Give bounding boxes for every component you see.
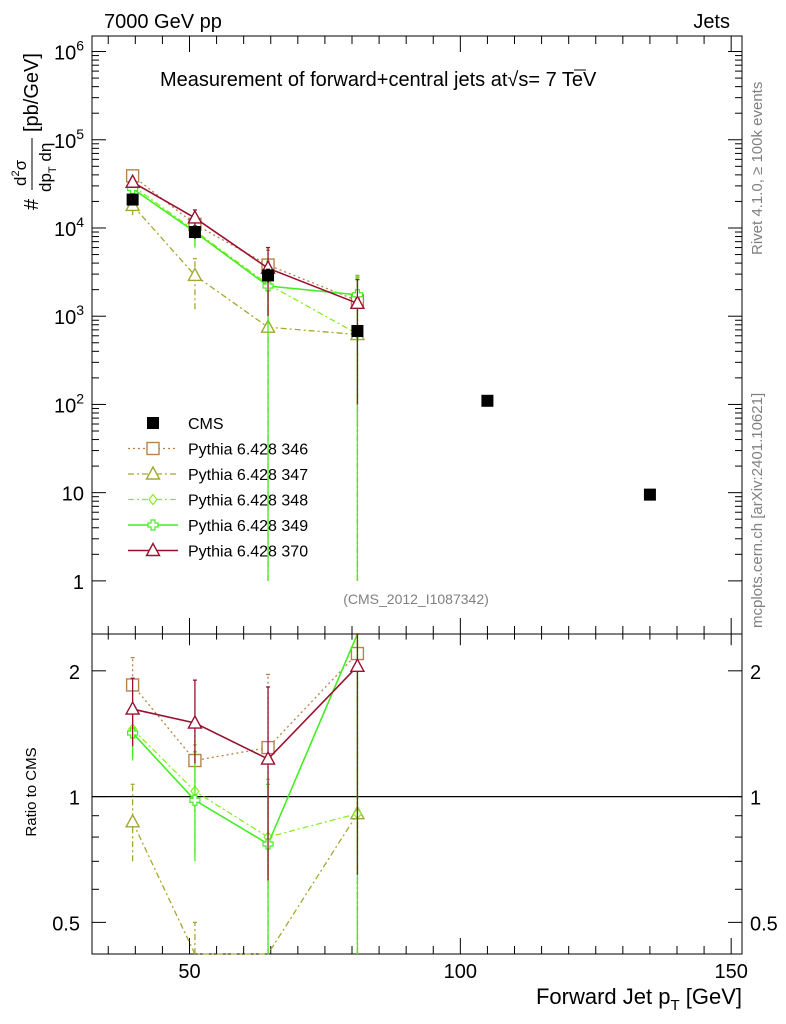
legend-label: CMS (188, 416, 224, 433)
legend-marker (148, 493, 158, 506)
ratio-y-tick-label-left: 1 (69, 788, 80, 810)
ratio-data-point (124, 813, 141, 828)
header-right-text: Jets (693, 11, 730, 33)
main-y-tick-label: 103 (54, 302, 84, 329)
y-label-hash: # (21, 198, 43, 210)
main-series (126, 193, 656, 501)
x-tick-label: 50 (178, 961, 200, 983)
x-tick-label: 150 (714, 961, 747, 983)
analysis-id: (CMS_2012_I1087342) (343, 591, 489, 607)
main-axes: 1 10 102 103 104 105 106 50 100 150 (54, 36, 748, 983)
main-series-line (132, 187, 358, 296)
ratio-series-line (132, 728, 358, 838)
ratio-series (127, 633, 363, 954)
ratio-data-point (189, 794, 201, 806)
ratio-series-line (132, 665, 358, 761)
ratio-data-point (349, 657, 366, 673)
ratio-series-line (132, 813, 358, 955)
ratio-y-tick-label-right: 1 (750, 788, 761, 810)
legend-label: Pythia 6.428 347 (188, 467, 308, 484)
legend-label: Pythia 6.428 370 (188, 544, 308, 561)
ratio-series-line (132, 633, 359, 846)
y-label-numerator: d2σ (10, 159, 30, 186)
main-series-line (132, 181, 358, 305)
legend-entry: Pythia 6.428 348 (128, 493, 308, 510)
main-y-tick-label: 102 (54, 390, 84, 417)
main-data-point (188, 226, 201, 239)
main-series-line (132, 185, 358, 335)
legend: CMS Pythia 6.428 346 Pythia 6.428 347 Pythi… (128, 416, 308, 561)
ratio-series (125, 633, 365, 954)
y-label-denominator: dpT dη (36, 143, 59, 192)
main-series-line (132, 175, 358, 302)
legend-entry: Pythia 6.428 370 (128, 542, 308, 561)
legend-entry: Pythia 6.428 349 (128, 518, 308, 535)
legend-entry: CMS (147, 416, 224, 433)
legend-entry: Pythia 6.428 346 (128, 442, 308, 459)
main-series-line (132, 205, 358, 336)
ratio-y-tick-label-right: 0.5 (750, 913, 778, 935)
legend-marker (145, 465, 161, 480)
header-left-text: 7000 GeV pp (104, 11, 222, 33)
main-data-point (187, 209, 203, 224)
legend-marker (145, 542, 161, 557)
main-series-layer (124, 169, 656, 581)
ratio-plot-frame (91, 633, 743, 955)
x-axis-label: Forward Jet pT [GeV] (536, 984, 742, 1014)
ratio-y-tick-label-left: 2 (69, 662, 80, 684)
ratio-y-axis-label: Ratio to CMS (23, 747, 40, 836)
main-data-point (187, 266, 203, 282)
ratio-data-point (260, 750, 276, 765)
ratio-series-layer (124, 633, 366, 955)
chart-title: Measurement of forward+central jets at√s… (160, 69, 597, 91)
main-y-tick-label: 104 (54, 214, 84, 241)
legend-label: Pythia 6.428 349 (188, 518, 308, 535)
main-y-tick-label: 105 (54, 126, 84, 153)
ratio-y-tick-label-left: 0.5 (52, 913, 80, 935)
ratio-data-point (124, 700, 141, 715)
main-y-tick-label: 1 (73, 572, 84, 594)
ratio-y-tick-label-right: 2 (750, 662, 761, 684)
main-data-point (126, 193, 139, 206)
main-y-axis-label: # d2σ dpT dη [pb/GeV] (10, 53, 59, 210)
legend-marker (147, 417, 159, 429)
ratio-series-line (132, 653, 358, 762)
ratio-series (124, 633, 366, 955)
main-data-point (481, 394, 494, 407)
legend-marker (146, 441, 160, 456)
main-data-point (349, 294, 366, 310)
side-info-bottom: mcplots.cern.ch [arXiv:2401.10621] (749, 393, 766, 628)
ratio-series (124, 633, 366, 881)
main-data-point (262, 269, 275, 282)
y-label-units: [pb/GeV] (21, 53, 43, 132)
ratio-data-point (187, 714, 203, 729)
main-data-point (643, 488, 656, 501)
chart-title-post: s= 7 TeV (518, 69, 597, 91)
ratio-axes: 0.5 0.5 1 1 2 2 (52, 662, 778, 936)
main-y-tick-label: 106 (54, 38, 84, 65)
legend-marker (147, 519, 159, 531)
side-info-top: Rivet 4.1.0, ≥ 100k events (749, 82, 766, 255)
main-data-point (351, 324, 364, 337)
sqrt-sign: √ (507, 69, 518, 91)
ratio-series (127, 633, 360, 954)
legend-entry: Pythia 6.428 347 (128, 465, 308, 484)
chart-title-pre: Measurement of forward+central jets at (160, 69, 508, 91)
legend-label: Pythia 6.428 348 (188, 493, 308, 510)
main-data-point (124, 173, 141, 188)
main-y-tick-label: 10 (62, 484, 84, 506)
legend-label: Pythia 6.428 346 (188, 442, 308, 459)
x-tick-label: 100 (444, 961, 477, 983)
